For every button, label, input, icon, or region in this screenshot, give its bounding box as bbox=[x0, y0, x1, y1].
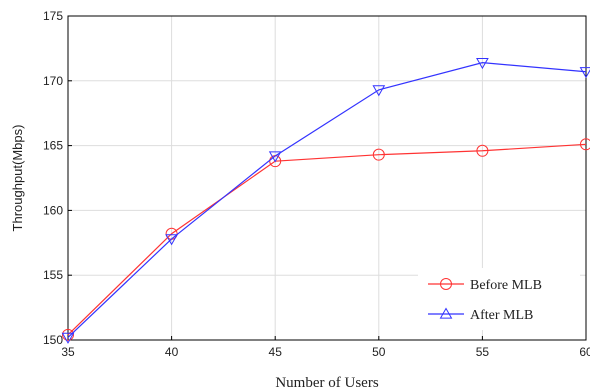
data-point bbox=[476, 144, 489, 157]
plot-frame bbox=[67, 15, 587, 341]
y-tick-label: 150 bbox=[43, 333, 63, 347]
series-after-mlb bbox=[61, 58, 590, 344]
x-tick-label: 60 bbox=[579, 345, 590, 359]
legend-item: Before MLB bbox=[428, 278, 542, 293]
series-line bbox=[67, 143, 587, 336]
y-tick-label: 170 bbox=[43, 74, 63, 88]
data-point bbox=[372, 85, 386, 97]
data-point bbox=[62, 328, 74, 341]
y-tick-label: 155 bbox=[43, 268, 63, 282]
legend-marker bbox=[440, 278, 452, 290]
x-tick-label: 55 bbox=[476, 345, 490, 359]
y-tick-label: 165 bbox=[43, 139, 63, 153]
legend-items: Before MLB After MLB bbox=[428, 278, 542, 323]
data-point bbox=[268, 151, 282, 163]
legend-marker bbox=[439, 307, 453, 319]
x-tick-label: 40 bbox=[165, 345, 179, 359]
x-tick-label: 35 bbox=[61, 345, 75, 359]
series-group bbox=[61, 58, 590, 344]
data-point bbox=[579, 67, 590, 79]
series-line bbox=[67, 62, 587, 338]
legend-label: Before MLB bbox=[470, 278, 542, 293]
data-point bbox=[61, 332, 75, 344]
data-point bbox=[165, 234, 178, 246]
legend-item: After MLB bbox=[428, 307, 533, 323]
y-axis-ticks: 150 155 160 165 170 175 bbox=[43, 9, 72, 347]
legend-label: After MLB bbox=[470, 308, 533, 323]
x-axis-ticks: 35 40 45 50 55 60 bbox=[61, 336, 590, 359]
y-axis-label: Throughput(Mbps) bbox=[10, 125, 25, 232]
y-tick-label: 175 bbox=[43, 9, 63, 23]
x-axis-label: Number of Users bbox=[275, 375, 378, 391]
legend: Before MLB After MLB bbox=[418, 268, 580, 330]
data-point bbox=[476, 58, 489, 70]
x-tick-label: 45 bbox=[269, 345, 283, 359]
y-tick-label: 160 bbox=[43, 203, 63, 217]
data-point bbox=[372, 148, 385, 161]
data-point bbox=[580, 138, 590, 151]
x-tick-label: 50 bbox=[372, 345, 386, 359]
